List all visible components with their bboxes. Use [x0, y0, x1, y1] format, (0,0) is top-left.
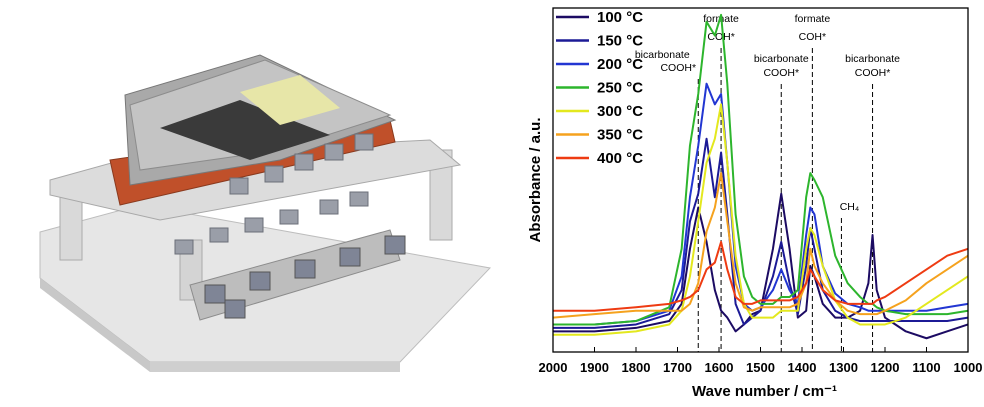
legend-label: 100 °C [597, 9, 643, 26]
x-tick-label: 1800 [622, 360, 651, 375]
annotation-label: COOH* [763, 67, 799, 79]
x-tick-label: 1500 [746, 360, 775, 375]
x-tick-label: 1400 [788, 360, 817, 375]
annotation-label: COOH* [855, 67, 891, 79]
y-axis-label: Absorbance / a.u. [527, 117, 544, 242]
legend-label: 400 °C [597, 150, 643, 167]
series-line [553, 13, 969, 326]
x-tick-label: 1700 [663, 360, 692, 375]
x-tick-label: 2000 [539, 360, 568, 375]
annotation-label: formate [795, 13, 831, 25]
annotation-label: bicarbonate [635, 49, 690, 61]
series-line [553, 82, 969, 326]
x-axis-label: Wave number / cm⁻¹ [692, 383, 837, 400]
series-line [553, 103, 969, 336]
series-line [553, 192, 969, 340]
legend-label: 350 °C [597, 127, 643, 144]
series-line [553, 137, 969, 329]
legend-label: 150 °C [597, 33, 643, 50]
annotation-label: COH* [707, 31, 734, 43]
series-line [553, 240, 969, 312]
annotation-label: COH* [799, 31, 826, 43]
reactor-render [39, 54, 492, 372]
annotation-label: COOH* [660, 62, 696, 74]
annotation-label: bicarbonate [845, 53, 900, 65]
x-tick-label: 1900 [580, 360, 609, 375]
annotation-label: CH₄ [840, 201, 859, 213]
legend-label: 250 °C [597, 80, 643, 97]
x-tick-label: 1600 [705, 360, 734, 375]
x-tick-label: 1100 [912, 360, 940, 375]
chart: bicarbonateCOOH*formateCOH*bicarbonateCO… [527, 7, 983, 400]
x-tick-label: 1200 [871, 360, 900, 375]
annotation-label: bicarbonate [754, 53, 809, 65]
x-tick-label: 1300 [829, 360, 858, 375]
legend-label: 300 °C [597, 103, 643, 120]
legend-label: 200 °C [597, 56, 643, 73]
series-line [552, 172, 969, 319]
x-tick-label: 1000 [954, 360, 983, 375]
